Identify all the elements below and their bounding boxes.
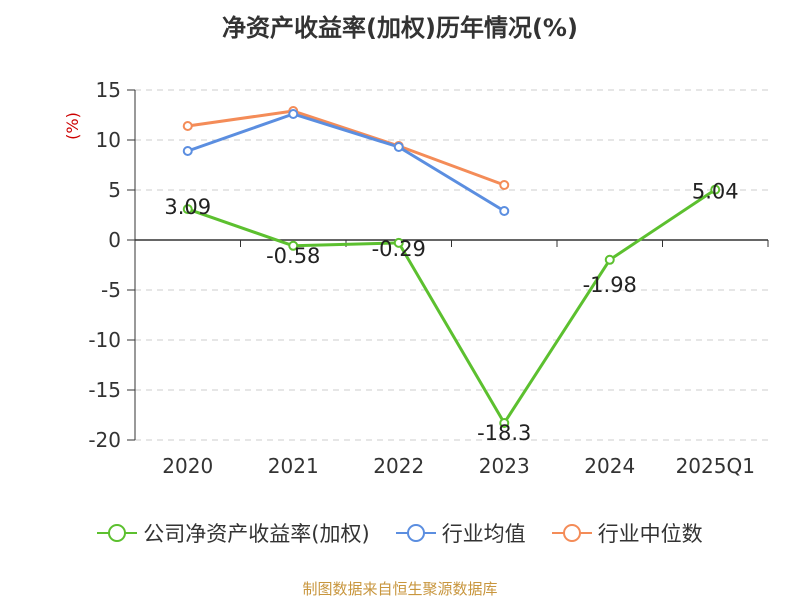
series-point-0	[604, 254, 615, 265]
data-label: -0.58	[266, 244, 320, 268]
x-tick-label: 2022	[373, 454, 424, 478]
legend-label-industry-median: 行业中位数	[597, 522, 703, 546]
series-point-0	[499, 418, 510, 428]
series-point-2	[182, 121, 193, 131]
axes: 15 10 5 0 -5 -10 -15 -20 (%) 2020 2021 2022 2023 2024…	[63, 78, 769, 478]
series-line-1	[187, 112, 506, 213]
data-label: -18.3	[477, 421, 531, 445]
legend-item-industry-median[interactable]: 行业中位数	[551, 518, 703, 548]
source-note: 制图数据来自恒生聚源数据库	[302, 580, 498, 598]
series-line-2	[187, 109, 505, 187]
series-point-0	[710, 184, 721, 195]
series-point-1	[393, 142, 404, 152]
x-tick-label: 2023	[479, 454, 530, 478]
series-point-0	[393, 237, 404, 248]
y-tick-label: -10	[88, 328, 121, 352]
legend-marker-company	[97, 524, 138, 542]
legend-label-company: 公司净资产收益率(加权)	[143, 522, 370, 546]
chart-title: 净资产收益率(加权)历年情况(%)	[222, 14, 578, 42]
legend: 公司净资产收益率(加权) 行业均值 行业中位数	[0, 518, 800, 548]
x-tick-label: 2021	[268, 454, 319, 478]
legend-marker-industry-mean	[395, 524, 436, 542]
legend-label-industry-mean: 行业均值	[441, 522, 526, 546]
y-tick-label: -5	[101, 278, 121, 302]
legend-item-industry-mean[interactable]: 行业均值	[395, 518, 526, 548]
y-tick-label: 10	[96, 128, 121, 152]
y-tick-label: 0	[108, 228, 121, 252]
y-tick-label: -15	[88, 378, 121, 402]
series-lines	[187, 109, 717, 425]
data-labels: 3.09 -0.58 -0.29 -18.3 -1.98 5.04	[164, 180, 738, 445]
series-line-0	[187, 188, 717, 425]
x-tick-label: 2024	[584, 454, 635, 478]
series-points	[182, 106, 721, 428]
y-tick-label: 15	[96, 78, 121, 102]
y-tick-label: -20	[88, 428, 121, 452]
grid-lines	[135, 89, 768, 441]
series-point-2	[499, 180, 510, 190]
data-label: -0.29	[372, 237, 426, 261]
series-point-1	[182, 146, 193, 156]
x-tick-label: 2020	[162, 454, 213, 478]
y-axis-unit-label: (%)	[63, 112, 82, 140]
data-label: -1.98	[583, 273, 637, 297]
x-tick-label: 2025Q1	[676, 454, 755, 478]
legend-item-company[interactable]: 公司净资产收益率(加权)	[97, 518, 370, 548]
series-point-0	[182, 204, 193, 215]
data-label: 5.04	[692, 180, 739, 204]
series-point-1	[288, 109, 299, 119]
legend-marker-industry-median	[551, 524, 592, 542]
y-tick-label: 5	[108, 178, 121, 202]
series-point-1	[499, 206, 510, 216]
series-point-0	[288, 240, 299, 251]
data-label: 3.09	[164, 195, 211, 219]
